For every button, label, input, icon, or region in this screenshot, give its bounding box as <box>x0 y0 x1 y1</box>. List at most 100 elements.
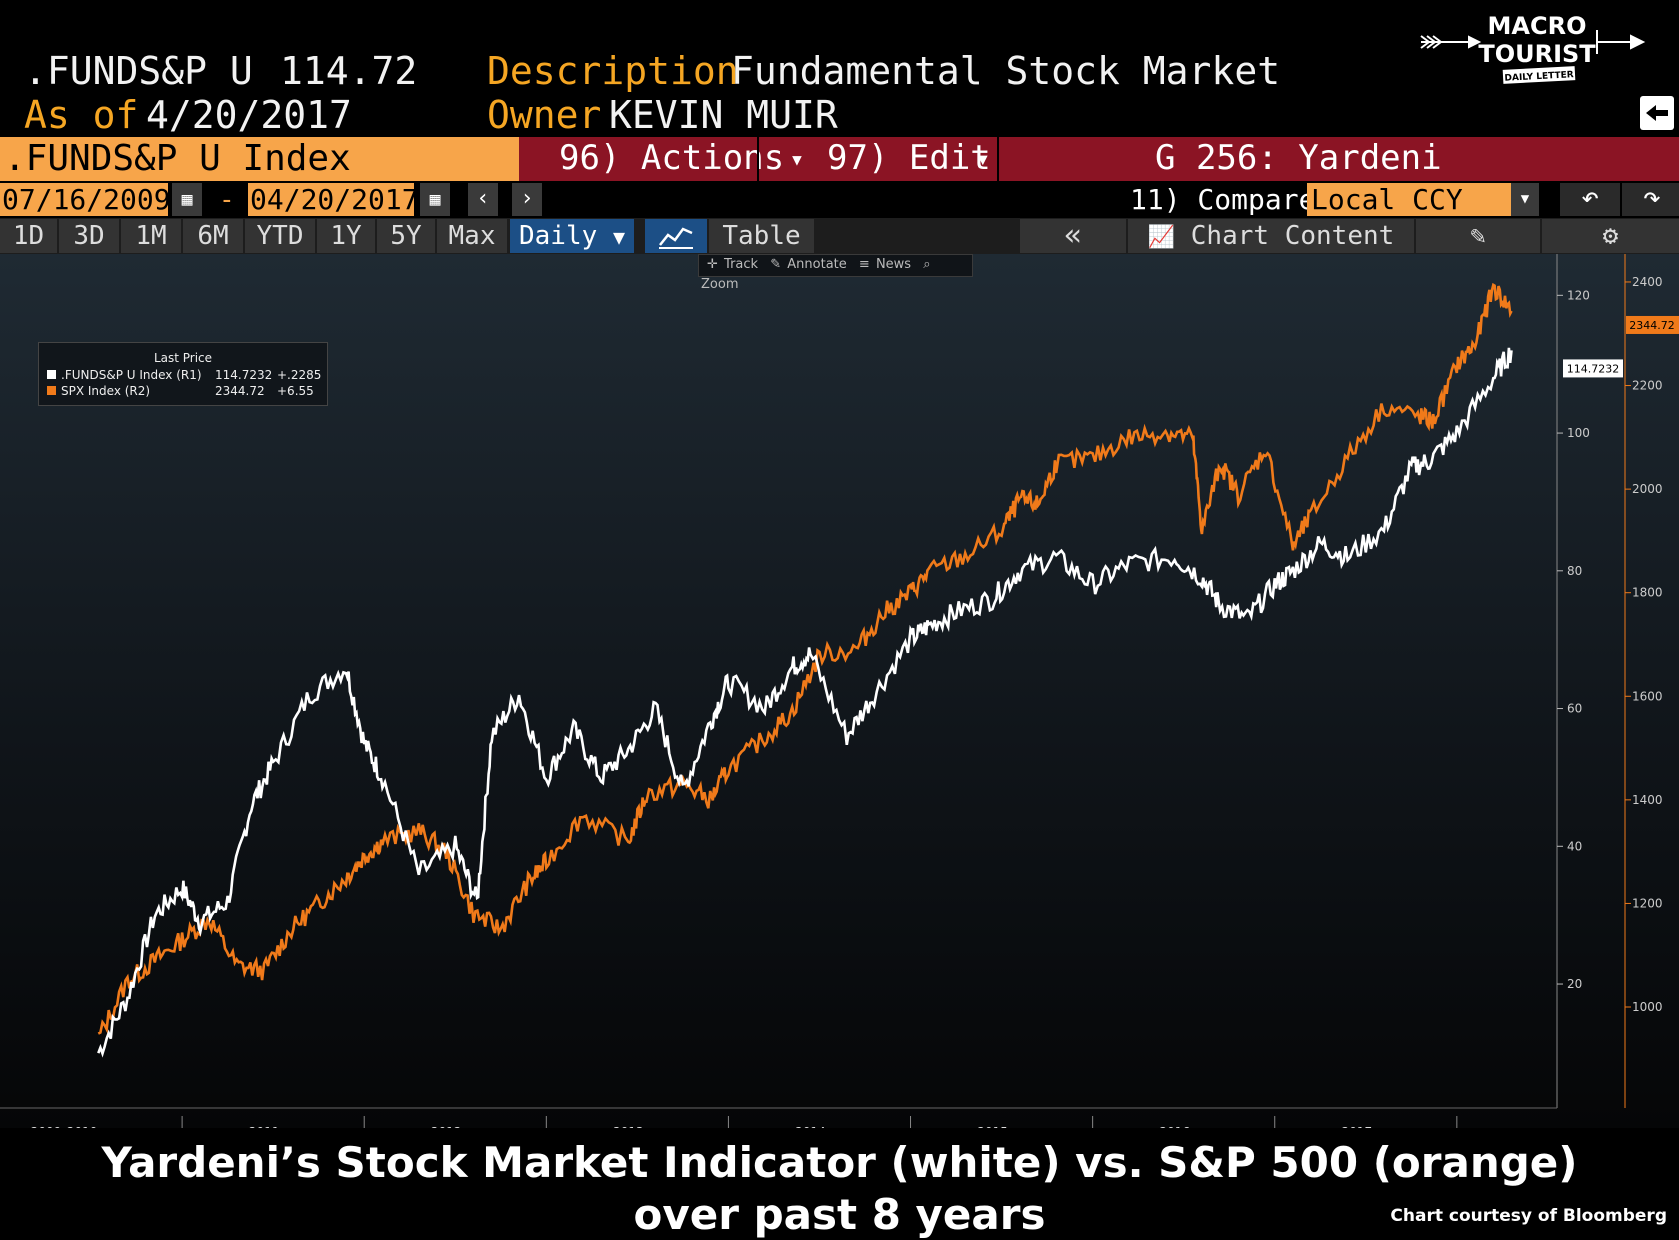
frequency-label: Daily <box>519 221 598 251</box>
news-tool[interactable]: News <box>875 257 912 272</box>
tab-1d[interactable]: 1D <box>0 219 57 253</box>
r2-tick-label: 2000 <box>1632 482 1663 496</box>
chevron-down-icon: ▼ <box>792 149 802 169</box>
chevron-left-icon[interactable]: ‹ <box>468 183 498 216</box>
x-tick-label: 2017 <box>1342 1125 1373 1128</box>
edit-dropdown-icon[interactable]: ▼ <box>978 149 988 169</box>
macro-tourist-logo: MACRO TOURIST DAILY LETTER <box>1419 12 1649 90</box>
chart-legend: Last Price .FUNDS&P U Index (R1) 114.7232… <box>38 342 328 406</box>
last-price: 114.72 <box>280 49 418 93</box>
r2-tick-label: 2200 <box>1632 379 1663 393</box>
caption-line1: Yardeni’s Stock Market Indicator (white)… <box>101 1138 1578 1187</box>
x-tick-label: 2015 <box>977 1125 1008 1128</box>
legend-title: Last Price <box>153 351 213 365</box>
legend-series-value: 114.7232 <box>215 368 273 382</box>
chevron-down-icon: ▼ <box>612 225 625 249</box>
x-tick-label: 2011 <box>249 1125 280 1128</box>
legend-swatch-orange <box>47 386 56 395</box>
tab-ytd[interactable]: YTD <box>245 219 315 253</box>
frequency-select[interactable]: Daily ▼ <box>510 219 634 253</box>
r2-tick-label: 1600 <box>1632 689 1663 703</box>
legend-row-funds: .FUNDS&P U Index (R1) 114.7232 +.2285 <box>47 368 321 383</box>
edit-pencil-icon[interactable]: ✎ <box>1416 219 1540 253</box>
asof-value: 4/20/2017 <box>146 93 352 137</box>
r2-tick-label: 1800 <box>1632 586 1663 600</box>
redo-icon[interactable]: ↷ <box>1622 183 1679 216</box>
chart-content-icon: 📈 <box>1147 225 1176 250</box>
spx-series-line <box>97 282 1513 1035</box>
tab-max[interactable]: Max <box>437 219 507 253</box>
end-date-input[interactable]: 04/20/2017 <box>248 183 419 216</box>
legend-series-change: +6.55 <box>277 384 314 398</box>
collapse-left-icon[interactable]: « <box>1020 219 1126 253</box>
description-value: Fundamental Stock Market <box>731 49 1281 93</box>
annotate-icon: ✎ <box>770 257 782 272</box>
gear-icon[interactable]: ⚙ <box>1542 219 1679 253</box>
chevron-right-icon[interactable]: › <box>512 183 542 216</box>
actions-label: 96) Actions <box>559 138 785 178</box>
tab-6m[interactable]: 6M <box>183 219 243 253</box>
logo-line2: TOURIST <box>1478 40 1596 68</box>
graph-title[interactable]: G 256: Yardeni Fundamental % <box>1155 138 1442 220</box>
caption-line2: over past 8 years <box>633 1190 1046 1239</box>
funds-last-value-label: 114.7232 <box>1567 362 1620 375</box>
tab-3d[interactable]: 3D <box>59 219 119 253</box>
x-tick-label: 2016 <box>1159 1125 1190 1128</box>
r1-tick-label: 100 <box>1567 426 1590 440</box>
undo-icon[interactable]: ↶ <box>1560 183 1620 216</box>
news-icon: ≡ <box>858 257 870 272</box>
r2-tick-label: 2400 <box>1632 275 1663 289</box>
legend-series-value: 2344.72 <box>215 384 265 398</box>
edit-label: 97) Edit <box>827 138 991 178</box>
date-separator: - <box>219 185 235 215</box>
x-tick-label: 2009 <box>31 1125 62 1128</box>
line-chart-icon[interactable] <box>645 219 707 253</box>
logo-line3: DAILY LETTER <box>1504 70 1574 84</box>
legend-series-change: +.2285 <box>277 368 322 382</box>
r1-tick-label: 20 <box>1567 977 1582 991</box>
owner-value: KEVIN MUIR <box>609 93 838 137</box>
x-tick-label: 2014 <box>795 1125 826 1128</box>
spx-last-value-label: 2344.72 <box>1629 319 1675 332</box>
r1-tick-label: 80 <box>1567 564 1582 578</box>
date-range-bar: 07/16/2009 ▦ - 04/20/2017 ▦ ‹ › 11) Comp… <box>0 181 1679 218</box>
r1-tick-label: 40 <box>1567 839 1582 853</box>
calendar-icon[interactable]: ▦ <box>420 183 450 216</box>
funds-series-line <box>97 347 1513 1058</box>
actions-menu[interactable]: 96) Actions ▼ <box>559 137 802 181</box>
tab-1y[interactable]: 1Y <box>317 219 375 253</box>
r2-tick-label: 1400 <box>1632 793 1663 807</box>
zoom-icon: ⌕ <box>923 257 931 272</box>
annotate-tool[interactable]: Annotate <box>787 257 847 272</box>
currency-select[interactable]: Local CCY <box>1307 183 1511 216</box>
chart-credit: Chart courtesy of Bloomberg <box>1390 1206 1667 1226</box>
calendar-icon[interactable]: ▦ <box>172 183 202 216</box>
track-tool[interactable]: Track <box>724 257 759 272</box>
legend-series-name: SPX Index (R2) <box>61 384 151 398</box>
exit-icon[interactable] <box>1640 96 1674 130</box>
zoom-tool[interactable]: Zoom <box>701 277 739 292</box>
funds-last-value-flag <box>1563 359 1623 378</box>
compare-button[interactable]: 11) Compare <box>1130 183 1316 216</box>
main-toolbar: .FUNDS&P U Index 96) Actions ▼ 97) Edit ▼… <box>0 137 1679 220</box>
edit-menu[interactable]: 97) Edit <box>827 137 991 181</box>
crosshair-icon: ✛ <box>707 257 718 272</box>
table-tab[interactable]: Table <box>709 219 814 253</box>
tab-1m[interactable]: 1M <box>121 219 181 253</box>
chart-toolstrip: ✛ Track ✎ Annotate ≡ News ⌕ Zoom <box>698 254 973 292</box>
ticker: .FUNDS&P U <box>24 49 253 93</box>
r2-tick-label: 1200 <box>1632 896 1663 910</box>
description-label: Description <box>487 49 739 93</box>
tab-5y[interactable]: 5Y <box>377 219 435 253</box>
chart-content-button[interactable]: 📈 Chart Content <box>1128 219 1414 253</box>
asof-label: As of <box>24 93 139 137</box>
owner-label: Owner <box>487 93 602 137</box>
legend-swatch-white <box>47 370 56 379</box>
start-date-input[interactable]: 07/16/2009 <box>0 183 171 216</box>
r2-tick-label: 1000 <box>1632 1000 1663 1014</box>
x-tick-label: 2013 <box>613 1125 644 1128</box>
chevron-down-icon[interactable]: ▼ <box>1511 183 1539 216</box>
r1-tick-label: 120 <box>1567 288 1590 302</box>
index-label[interactable]: .FUNDS&P U Index <box>0 137 519 181</box>
